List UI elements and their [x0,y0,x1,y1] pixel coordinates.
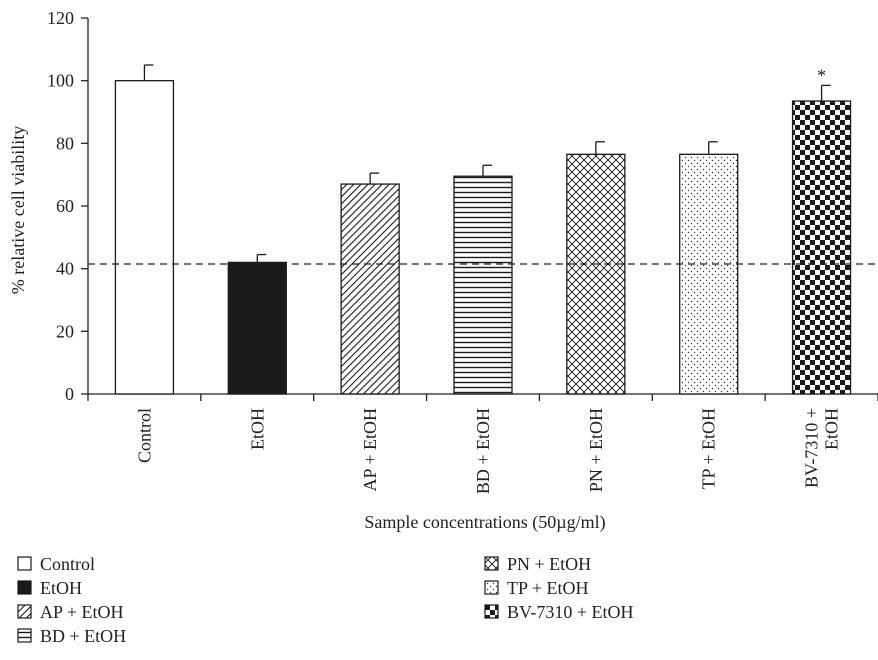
y-axis-title: % relative cell viability [8,126,28,294]
legend-swatch [17,580,32,595]
legend-swatch [484,580,499,595]
legend-swatch [484,604,499,619]
x-tick-label-line: BD + EtOH [473,408,493,494]
x-tick-label-line: PN + EtOH [586,408,606,492]
legend-item: Control [17,554,95,574]
bar-1 [114,80,175,395]
x-tick-label: BV-7310 +EtOH [802,408,842,488]
x-tick-label-line: EtOH [822,408,842,450]
y-tick-label: 80 [56,133,74,153]
legend: Control EtOH AP + EtOH BD + EtOH PN + EtOH TP… [17,554,634,646]
bar-4 [453,175,513,395]
x-tick-label: EtOH [247,408,267,450]
significance-marker: * [817,65,826,85]
legend-label: PN + EtOH [507,554,591,574]
legend-label: Control [40,554,95,574]
bar-3 [340,183,400,395]
legend-swatch [17,604,32,619]
x-tick-label-line: AP + EtOH [360,408,380,492]
legend-swatch [484,556,499,571]
legend-item: BV-7310 + EtOH [484,602,634,622]
legend-item: TP + EtOH [484,578,588,598]
legend-swatch [17,556,32,571]
x-tick-label-line: BV-7310 + [802,408,822,488]
y-tick-label: 100 [47,71,74,91]
legend-swatch [17,628,32,643]
bar-5 [566,153,626,395]
y-tick-label: 40 [56,259,74,279]
x-tick-label: Control [134,408,154,463]
legend-label: TP + EtOH [507,578,588,598]
y-tick-label: 0 [65,384,74,404]
legend-item: PN + EtOH [484,554,591,574]
bar-6 [679,153,739,395]
legend-label: BV-7310 + EtOH [507,602,634,622]
y-tick-label: 20 [56,321,74,341]
legend-item: EtOH [17,578,82,598]
legend-label: EtOH [40,578,82,598]
y-tick-label: 60 [56,196,74,216]
y-tick-label: 120 [47,8,74,28]
legend-label: BD + EtOH [40,626,126,646]
x-tick-label-line: EtOH [247,408,267,450]
x-tick-label: AP + EtOH [360,408,380,492]
legend-item: AP + EtOH [17,602,124,622]
x-axis-title: Sample concentrations (50µg/ml) [364,512,605,533]
bar-2 [227,261,287,395]
x-tick-label: TP + EtOH [699,408,719,489]
bar-7 [791,100,852,395]
legend-label: AP + EtOH [40,602,124,622]
legend-item: BD + EtOH [17,626,126,646]
x-tick-label-line: TP + EtOH [699,408,719,489]
x-tick-label: PN + EtOH [586,408,606,492]
x-tick-label-line: Control [134,408,154,463]
x-tick-label: BD + EtOH [473,408,493,494]
